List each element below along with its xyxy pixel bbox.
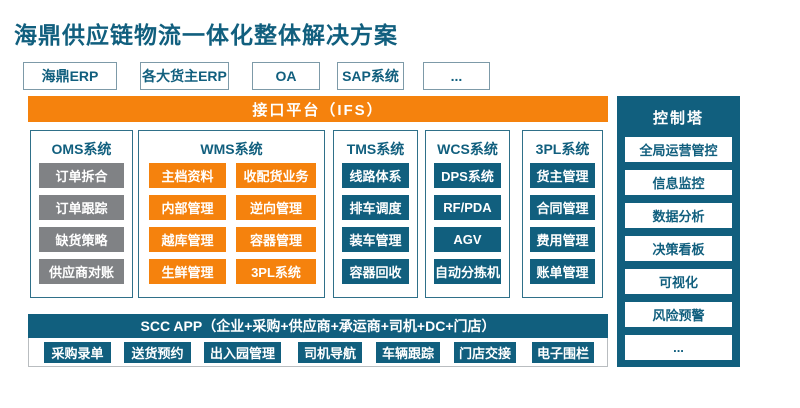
tms-module: 容器回收	[342, 259, 409, 284]
oms-module: 订单跟踪	[39, 195, 124, 220]
wms-module: 逆向管理	[236, 195, 316, 220]
wms-module: 内部管理	[149, 195, 226, 220]
tms-module: 装车管理	[342, 227, 409, 252]
scc-app-title: SCC APP（企业+采购+供应商+承运商+司机+DC+门店）	[28, 314, 608, 338]
control-tower-item: 可视化	[625, 269, 732, 294]
column-wms-title: WMS系统	[200, 141, 263, 157]
control-tower-item: 信息监控	[625, 170, 732, 195]
wcs-module: DPS系统	[434, 163, 501, 188]
external-system-owner-erp: 各大货主ERP	[140, 62, 229, 90]
interface-platform-bar: 接口平台（IFS）	[28, 96, 608, 122]
scc-module: 电子围栏	[532, 342, 594, 363]
scc-app-section: SCC APP（企业+采购+供应商+承运商+司机+DC+门店） 采购录单 送货预…	[28, 314, 608, 367]
oms-module: 缺货策略	[39, 227, 124, 252]
page-title: 海鼎供应链物流一体化整体解决方案	[14, 22, 398, 48]
column-wcs-title: WCS系统	[437, 141, 498, 157]
control-tower-item: ...	[625, 335, 732, 360]
scc-app-strip: 采购录单 送货预约 出入园管理 司机导航 车辆跟踪 门店交接 电子围栏	[28, 338, 608, 367]
3pl-module: 合同管理	[530, 195, 595, 220]
control-tower-title: 控制塔	[652, 110, 704, 127]
column-3pl-title: 3PL系统	[535, 141, 590, 157]
column-wms: WMS系统 主档资料 收配货业务 内部管理 逆向管理 越库管理 容器管理 生鲜管…	[138, 130, 325, 298]
tms-module: 线路体系	[342, 163, 409, 188]
column-oms-title: OMS系统	[51, 141, 112, 157]
wcs-module: RF/PDA	[434, 195, 501, 220]
control-tower-item: 决策看板	[625, 236, 732, 261]
column-tms: TMS系统 线路体系 排车调度 装车管理 容器回收	[333, 130, 418, 298]
wms-module: 主档资料	[149, 163, 226, 188]
column-oms: OMS系统 订单拆合 订单跟踪 缺货策略 供应商对账	[30, 130, 133, 298]
wms-module: 越库管理	[149, 227, 226, 252]
wms-module: 容器管理	[236, 227, 316, 252]
3pl-module: 账单管理	[530, 259, 595, 284]
scc-module: 门店交接	[454, 342, 516, 363]
scc-module: 司机导航	[298, 342, 362, 363]
scc-module: 车辆跟踪	[376, 342, 440, 363]
external-system-more: ...	[423, 62, 490, 90]
control-tower-item: 全局运营管控	[625, 137, 732, 162]
scc-module: 出入园管理	[204, 342, 281, 363]
oms-module: 订单拆合	[39, 163, 124, 188]
wms-module: 3PL系统	[236, 259, 316, 284]
3pl-module: 货主管理	[530, 163, 595, 188]
column-tms-title: TMS系统	[346, 141, 405, 157]
wms-module: 生鲜管理	[149, 259, 226, 284]
3pl-module: 费用管理	[530, 227, 595, 252]
scc-module: 采购录单	[44, 342, 111, 363]
control-tower-item: 风险预警	[625, 302, 732, 327]
external-system-sap: SAP系统	[337, 62, 404, 90]
external-system-haiding-erp: 海鼎ERP	[23, 62, 117, 90]
column-3pl: 3PL系统 货主管理 合同管理 费用管理 账单管理	[522, 130, 603, 298]
tms-module: 排车调度	[342, 195, 409, 220]
control-tower-item: 数据分析	[625, 203, 732, 228]
wms-module: 收配货业务	[236, 163, 316, 188]
column-wcs: WCS系统 DPS系统 RF/PDA AGV 自动分拣机	[425, 130, 510, 298]
wcs-module: AGV	[434, 227, 501, 252]
wcs-module: 自动分拣机	[434, 259, 501, 284]
oms-module: 供应商对账	[39, 259, 124, 284]
control-tower-panel: 控制塔 全局运营管控 信息监控 数据分析 决策看板 可视化 风险预警 ...	[617, 96, 740, 367]
external-system-oa: OA	[252, 62, 320, 90]
scc-module: 送货预约	[124, 342, 191, 363]
